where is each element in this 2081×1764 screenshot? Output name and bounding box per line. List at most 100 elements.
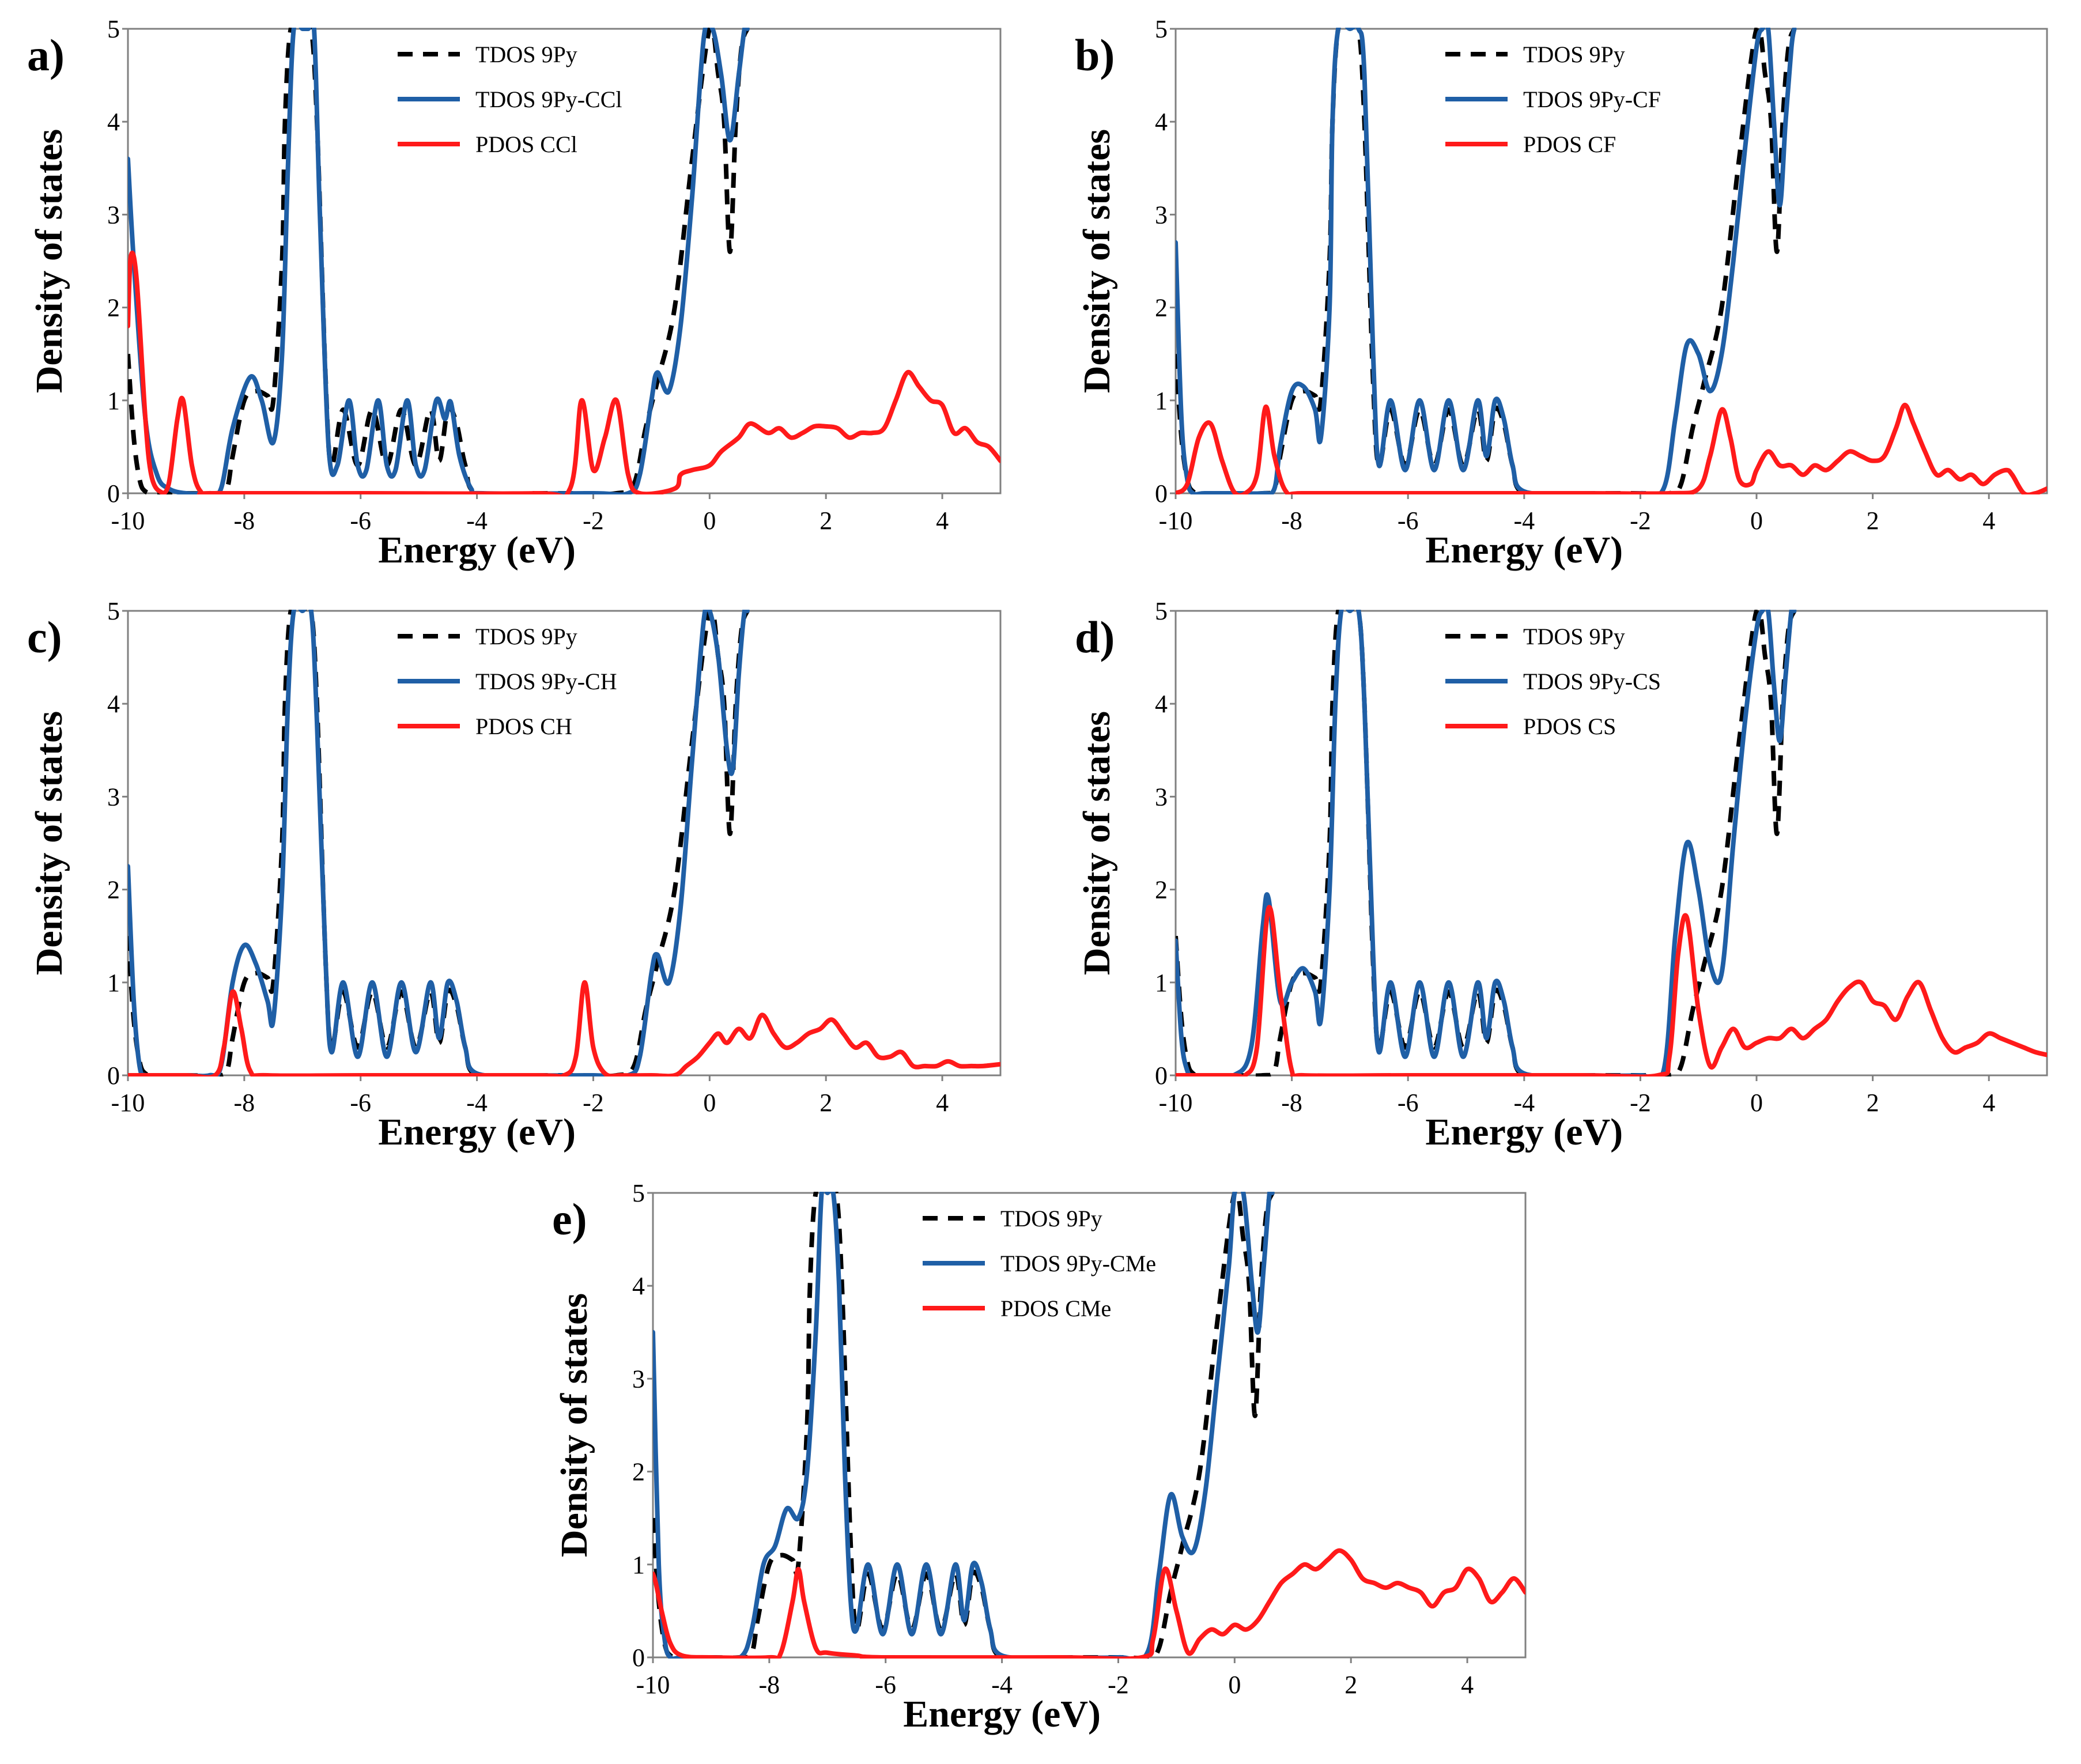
x-tick-label: -8 xyxy=(234,507,255,535)
x-tick-label: -6 xyxy=(1398,1089,1419,1117)
series-line-tdos-9py-ch xyxy=(128,610,750,1076)
panel-label: d) xyxy=(1075,612,1115,662)
x-tick-label: -10 xyxy=(111,1089,145,1117)
curves xyxy=(128,28,1000,494)
legend-entry: TDOS 9Py xyxy=(475,624,577,649)
y-tick-label: 5 xyxy=(632,1179,645,1207)
x-tick-label: -10 xyxy=(636,1671,670,1699)
x-axis-title: Energy (eV) xyxy=(378,1111,576,1153)
y-tick-label: 2 xyxy=(1155,294,1168,322)
y-tick-label: 5 xyxy=(107,15,120,43)
x-tick-label: 2 xyxy=(819,507,832,535)
y-tick-label: 1 xyxy=(632,1551,645,1579)
x-tick-label: 4 xyxy=(936,507,949,535)
curves xyxy=(653,1192,1525,1659)
x-tick-label: -2 xyxy=(1630,1089,1651,1117)
dos-panel-2: 0 1 2 3 4 5 -10 -8 -6 -4 -2 0 2 4 Energy (eV) Density o… xyxy=(27,597,1002,1153)
y-axis-title: Density of states xyxy=(553,1293,595,1557)
x-tick-label: 2 xyxy=(1344,1671,1357,1699)
legend-entry: PDOS CCl xyxy=(475,131,577,157)
x-tick-label: -8 xyxy=(759,1671,780,1699)
dos-panel-1: 0 1 2 3 4 5 -10 -8 -6 -4 -2 0 2 4 Energy (eV) Density o… xyxy=(1075,15,2048,571)
y-tick-label: 1 xyxy=(1155,969,1168,997)
x-tick-label: 0 xyxy=(703,507,716,535)
series-line-tdos-9py-cs xyxy=(1176,610,1797,1076)
series-line-tdos-9py xyxy=(128,28,750,494)
panel-label: b) xyxy=(1075,30,1115,80)
panel-label: e) xyxy=(552,1194,587,1244)
y-tick-label: 3 xyxy=(107,201,120,229)
y-tick-label: 2 xyxy=(1155,876,1168,904)
x-tick-label: -2 xyxy=(583,507,604,535)
y-tick-label: 3 xyxy=(1155,783,1168,811)
x-tick-label: 4 xyxy=(1982,507,1995,535)
dos-panel-4: 0 1 2 3 4 5 -10 -8 -6 -4 -2 0 2 4 Energy (eV) Density o… xyxy=(552,1179,1527,1735)
y-tick-label: 4 xyxy=(107,108,120,136)
x-tick-label: 4 xyxy=(1982,1089,1995,1117)
legend-entry: PDOS CH xyxy=(475,713,572,739)
x-tick-label: -4 xyxy=(1513,507,1535,535)
series-line-pdos-cs xyxy=(1176,905,2047,1076)
series-line-tdos-9py-ccl xyxy=(128,28,750,494)
x-tick-label: 0 xyxy=(1750,507,1763,535)
y-tick-label: 4 xyxy=(632,1272,645,1300)
series-line-pdos-cf xyxy=(1176,402,2047,494)
x-tick-label: 2 xyxy=(1867,507,1879,535)
legend-entry: TDOS 9Py-CS xyxy=(1523,668,1661,694)
x-tick-label: -4 xyxy=(991,1671,1013,1699)
x-tick-label: -2 xyxy=(1108,1671,1129,1699)
legend-entry: TDOS 9Py xyxy=(1000,1206,1102,1232)
legend-entry: TDOS 9Py xyxy=(1523,624,1625,649)
x-tick-label: -4 xyxy=(1513,1089,1535,1117)
y-tick-label: 0 xyxy=(1155,1062,1168,1090)
dos-panel-0: 0 1 2 3 4 5 -10 -8 -6 -4 -2 0 2 4 Energy (eV) Density o… xyxy=(27,15,1002,571)
series-line-tdos-9py xyxy=(653,1192,1275,1659)
legend-entry: TDOS 9Py xyxy=(475,41,577,67)
legend-entry: TDOS 9Py-CH xyxy=(475,668,617,694)
y-tick-label: 1 xyxy=(107,387,120,415)
x-tick-label: 2 xyxy=(1867,1089,1879,1117)
panel-label: a) xyxy=(27,30,65,80)
y-tick-label: 5 xyxy=(1155,15,1168,43)
x-tick-label: 0 xyxy=(1750,1089,1763,1117)
x-tick-label: -8 xyxy=(1281,1089,1302,1117)
y-tick-label: 2 xyxy=(632,1458,645,1486)
series-line-pdos-ch xyxy=(128,980,1000,1076)
y-axis-title: Density of states xyxy=(1076,711,1118,975)
y-tick-label: 0 xyxy=(632,1644,645,1672)
y-tick-label: 4 xyxy=(107,690,120,718)
series-line-tdos-9py-cf xyxy=(1176,28,1797,494)
legend-entry: PDOS CS xyxy=(1523,713,1616,739)
legend-entry: TDOS 9Py-CF xyxy=(1523,86,1661,112)
panel-label: c) xyxy=(27,612,62,662)
y-tick-label: 0 xyxy=(107,1062,120,1090)
x-axis-title: Energy (eV) xyxy=(1425,1111,1623,1153)
y-tick-label: 3 xyxy=(1155,201,1168,229)
x-tick-label: 4 xyxy=(1461,1671,1474,1699)
x-axis-title: Energy (eV) xyxy=(903,1693,1101,1735)
y-tick-label: 5 xyxy=(107,597,120,625)
y-tick-label: 2 xyxy=(107,876,120,904)
curves xyxy=(1176,610,2047,1076)
x-tick-label: -6 xyxy=(350,507,371,535)
y-tick-label: 0 xyxy=(107,479,120,508)
series-line-pdos-cme xyxy=(653,1548,1525,1659)
x-tick-label: -6 xyxy=(1398,507,1419,535)
x-tick-label: -4 xyxy=(466,507,488,535)
y-tick-label: 4 xyxy=(1155,108,1168,136)
curves xyxy=(1176,28,2047,494)
legend-entry: TDOS 9Py-CCl xyxy=(475,86,622,112)
x-tick-label: -4 xyxy=(466,1089,488,1117)
y-tick-label: 5 xyxy=(1155,597,1168,625)
series-line-pdos-ccl xyxy=(128,250,1000,494)
y-tick-label: 0 xyxy=(1155,479,1168,508)
y-axis-title: Density of states xyxy=(28,711,70,975)
x-axis-title: Energy (eV) xyxy=(378,529,576,571)
x-tick-label: -6 xyxy=(350,1089,371,1117)
dos-panel-3: 0 1 2 3 4 5 -10 -8 -6 -4 -2 0 2 4 Energy (eV) Density o… xyxy=(1075,597,2048,1153)
x-tick-label: 0 xyxy=(1228,1671,1241,1699)
y-tick-label: 4 xyxy=(1155,690,1168,718)
x-tick-label: -8 xyxy=(1281,507,1302,535)
x-tick-label: -8 xyxy=(234,1089,255,1117)
y-tick-label: 3 xyxy=(107,783,120,811)
